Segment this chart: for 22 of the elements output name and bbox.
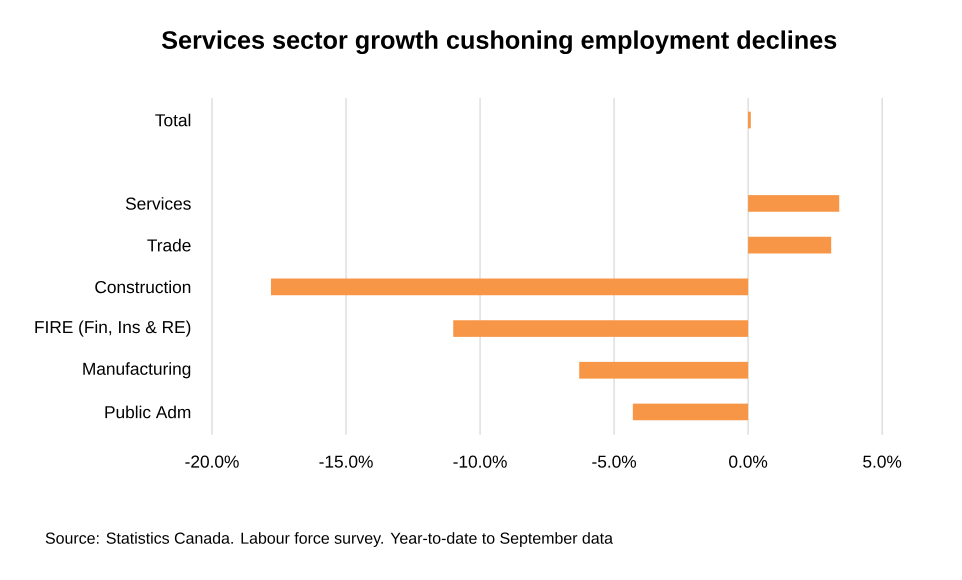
y-tick-label: Services (126, 197, 191, 210)
y-tick-label: Total (155, 114, 190, 126)
x-tick-label: -10.0% (453, 456, 507, 468)
bar (270, 278, 748, 296)
bar (453, 320, 748, 337)
y-tick-label: Manufacturing (83, 362, 190, 378)
y-tick-label: Construction (95, 280, 190, 294)
bar (579, 362, 748, 379)
bar (748, 236, 832, 254)
source-note: Source: Statistics Canada. Labour force survey. Year-to-date to September data (46, 532, 613, 548)
bar (748, 112, 751, 128)
x-tick-label: -15.0% (319, 456, 373, 468)
chart-title: Services sector growth cushoning employment declines (162, 30, 836, 54)
x-tick-label: -20.0% (185, 456, 239, 468)
y-tick-label: Trade (147, 238, 191, 252)
x-tick-label: 0.0% (729, 456, 768, 468)
bar (632, 404, 748, 420)
bar (748, 195, 840, 212)
y-tick-label: FIRE (Fin, Ins & RE) (35, 320, 190, 337)
x-tick-label: -5.0% (592, 456, 636, 468)
x-tick-label: 5.0% (863, 456, 902, 468)
y-tick-label: Public Adm (105, 406, 190, 418)
